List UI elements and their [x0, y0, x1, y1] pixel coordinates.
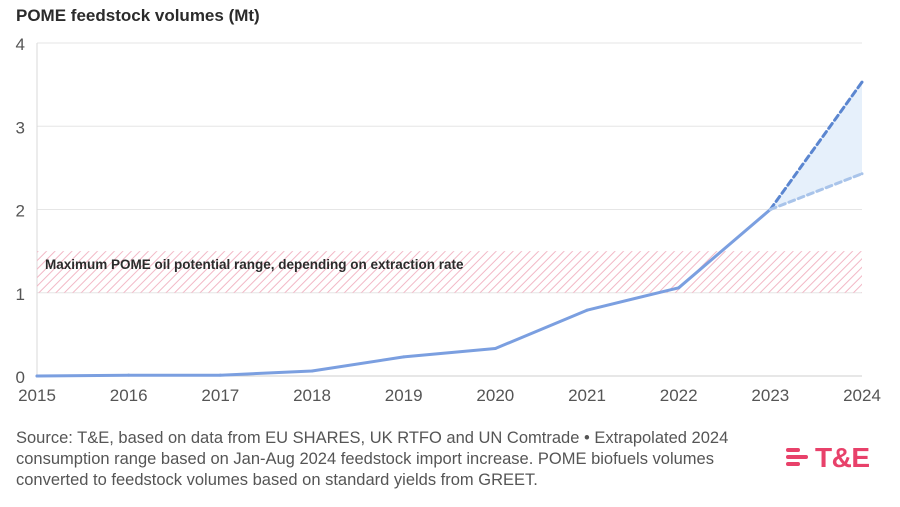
chart-title: POME feedstock volumes (Mt): [16, 6, 260, 25]
y-tick-label: 3: [16, 118, 25, 137]
data-point: [860, 172, 864, 176]
x-tick-label: 2024: [843, 386, 881, 405]
data-point: [35, 374, 39, 378]
data-point: [677, 286, 681, 290]
x-tick-label: 2018: [293, 386, 331, 405]
x-tick-label: 2022: [660, 386, 698, 405]
y-tick-label: 0: [16, 368, 25, 387]
x-tick-label: 2019: [385, 386, 423, 405]
potential-range-band: [37, 251, 862, 293]
data-point: [860, 80, 864, 84]
data-point: [310, 369, 314, 373]
data-point: [493, 347, 497, 351]
te-logo-mark-icon: [786, 444, 812, 472]
y-tick-label: 2: [16, 202, 25, 221]
data-point: [585, 308, 589, 312]
series-line-1: [768, 80, 864, 211]
te-logo: T&E: [786, 440, 896, 476]
data-point: [127, 373, 131, 377]
x-tick-label: 2017: [201, 386, 239, 405]
data-point: [768, 208, 772, 211]
y-tick-label: 4: [16, 35, 25, 54]
x-tick-label: 2020: [476, 386, 514, 405]
series-line-2: [768, 172, 864, 211]
x-tick-label: 2016: [110, 386, 148, 405]
x-tick-label: 2023: [751, 386, 789, 405]
x-tick-label: 2015: [18, 386, 56, 405]
source-note: Source: T&E, based on data from EU SHARE…: [16, 429, 729, 489]
te-logo-text: T&E: [815, 442, 870, 473]
data-point: [402, 355, 406, 359]
line-chart: Maximum POME oil potential range, depend…: [16, 35, 881, 405]
band-label: Maximum POME oil potential range, depend…: [45, 257, 464, 272]
data-point: [218, 373, 222, 377]
y-tick-label: 1: [16, 285, 25, 304]
x-tick-label: 2021: [568, 386, 606, 405]
